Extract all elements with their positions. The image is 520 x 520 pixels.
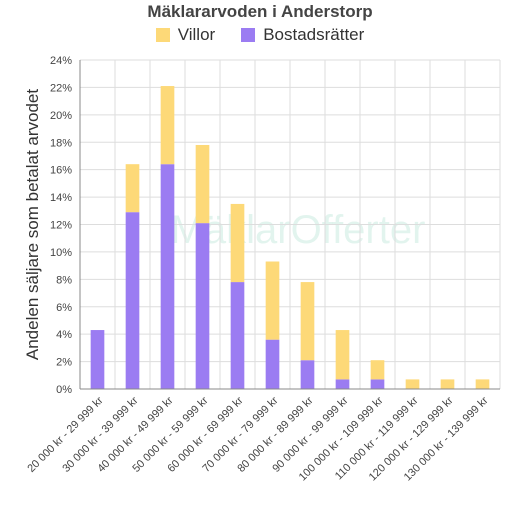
y-tick-label: 2% bbox=[56, 357, 72, 369]
bar-villor bbox=[300, 282, 315, 361]
legend-item-villor[interactable]: Villor bbox=[155, 25, 216, 45]
y-tick-label: 14% bbox=[50, 192, 72, 204]
bar-villor bbox=[160, 86, 175, 165]
legend-swatch-villor bbox=[155, 28, 170, 42]
bar-villor bbox=[230, 203, 245, 283]
bar-villor bbox=[125, 164, 140, 213]
y-tick-label: 4% bbox=[56, 329, 72, 341]
y-tick-label: 8% bbox=[56, 274, 72, 286]
y-tick-label: 12% bbox=[50, 220, 72, 232]
bar-villor bbox=[265, 261, 280, 340]
chart-title: Mäklararvoden i Anderstorp bbox=[147, 2, 373, 21]
bar-bostadsratter bbox=[335, 379, 350, 389]
legend-label-villor: Villor bbox=[177, 25, 216, 44]
y-tick-label: 24% bbox=[50, 55, 72, 67]
bar-bostadsratter bbox=[370, 379, 385, 389]
bar-bostadsratter bbox=[160, 164, 175, 389]
legend: Villor Bostadsrätter bbox=[0, 25, 520, 45]
bar-villor bbox=[370, 360, 385, 380]
y-tick-label: 20% bbox=[50, 110, 72, 122]
y-tick-label: 16% bbox=[50, 165, 72, 177]
legend-item-bostadsratter[interactable]: Bostadsrätter bbox=[241, 25, 364, 45]
y-tick-label: 6% bbox=[56, 302, 72, 314]
bar-villor bbox=[475, 379, 490, 389]
y-tick-label: 0% bbox=[56, 384, 72, 396]
legend-label-bostadsratter: Bostadsrätter bbox=[263, 25, 365, 44]
bar-bostadsratter bbox=[265, 339, 280, 389]
bar-bostadsratter bbox=[90, 330, 105, 389]
watermark: MäklarOfferter bbox=[171, 208, 426, 252]
y-axis-label: Andelen säljare som betalat arvodet bbox=[23, 89, 42, 360]
bar-villor bbox=[335, 330, 350, 380]
y-tick-label: 18% bbox=[50, 137, 72, 149]
bar-bostadsratter bbox=[230, 282, 245, 389]
bar-villor bbox=[195, 144, 210, 224]
bar-bostadsratter bbox=[300, 360, 315, 389]
bar-villor bbox=[405, 379, 420, 389]
bar-bostadsratter bbox=[195, 223, 210, 389]
legend-swatch-bostadsratter bbox=[241, 28, 256, 42]
y-tick-label: 22% bbox=[50, 82, 72, 94]
bar-villor bbox=[440, 379, 455, 389]
y-tick-label: 10% bbox=[50, 247, 72, 259]
bar-bostadsratter bbox=[125, 212, 140, 389]
